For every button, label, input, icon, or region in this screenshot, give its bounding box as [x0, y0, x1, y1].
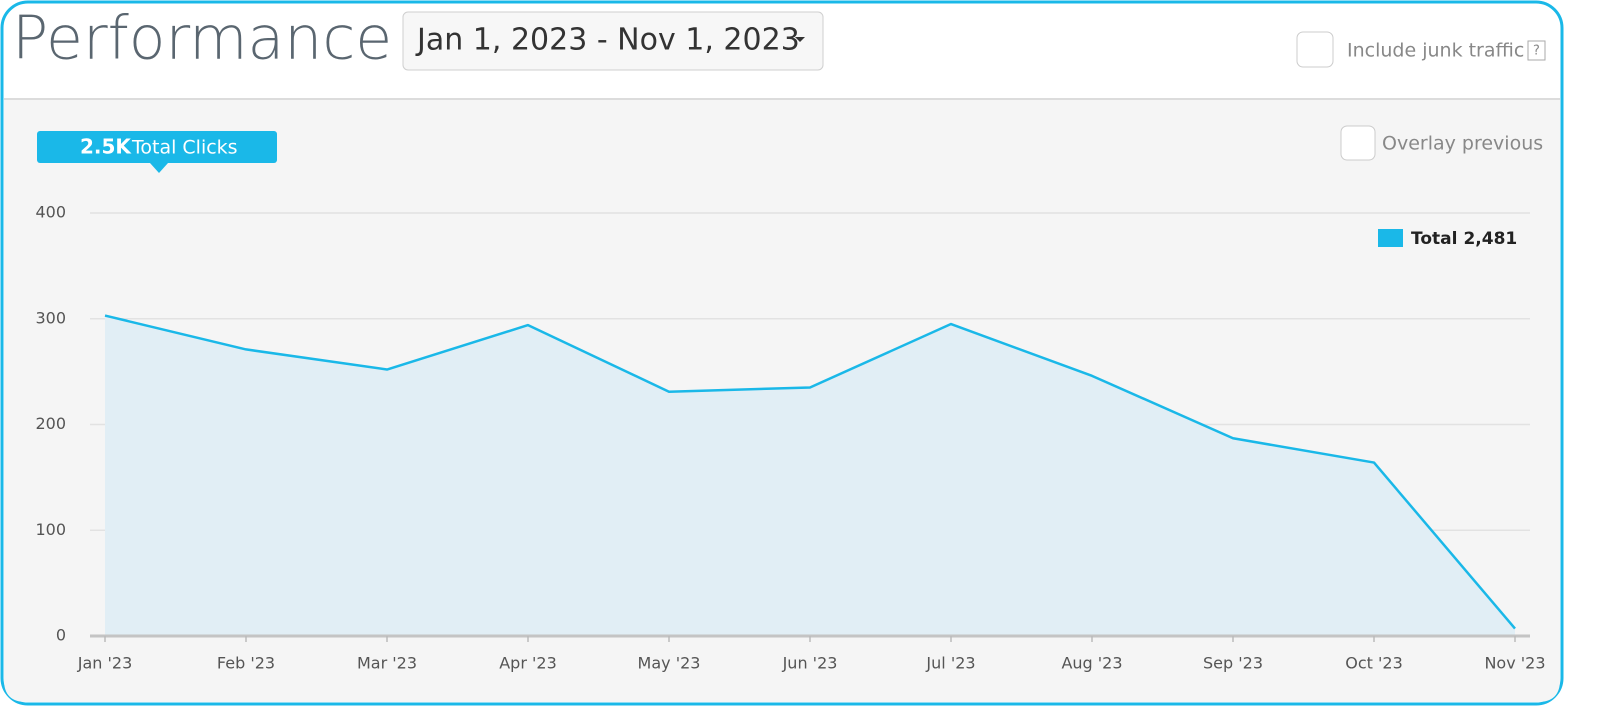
junk-checkbox[interactable] — [1296, 31, 1334, 68]
x-tick-label: Mar '23 — [357, 654, 417, 673]
x-tick-label: Jul '23 — [925, 654, 975, 673]
date-button[interactable] — [402, 11, 824, 71]
junk-label[interactable]: Include junk traffic — [1347, 40, 1524, 62]
y-tick-label: 400 — [35, 203, 66, 222]
badge-notch — [150, 163, 168, 173]
help-icon[interactable] — [1527, 40, 1546, 61]
x-tick-label: Oct '23 — [1345, 654, 1403, 673]
y-tick-label: 0 — [56, 626, 66, 645]
y-tick-label: 300 — [35, 308, 66, 327]
y-tick-label: 200 — [35, 414, 66, 433]
x-tick-label: Aug '23 — [1061, 654, 1122, 673]
overlay-checkbox[interactable] — [1340, 125, 1376, 161]
help-text[interactable]: ? — [1533, 44, 1540, 59]
x-tick-label: Apr '23 — [499, 654, 557, 673]
y-tick-label: 100 — [35, 520, 66, 539]
page-title: Performance — [12, 4, 392, 74]
date-range[interactable]: Jan 1, 2023 - Nov 1, 2023 — [415, 23, 800, 58]
area — [105, 315, 1515, 636]
plot: 0 100 200 300 400 Total 2,481 Jan '23 Feb '23 Mar… — [35, 203, 1545, 673]
legend-total: 2,481 — [1463, 229, 1517, 249]
legend-label: Total 2,481 — [1411, 229, 1517, 249]
x-tick-label: Jun '23 — [782, 654, 838, 673]
x-tick-label: Jan '23 — [77, 654, 133, 673]
summary-badge: 2.5K Total Clicks — [37, 131, 277, 173]
overlay-label[interactable]: Overlay previous — [1382, 133, 1543, 155]
line — [104, 314, 1516, 630]
legend-name: Total — [1411, 229, 1457, 249]
badge-bg — [37, 131, 277, 163]
caret — [795, 37, 805, 42]
x-tick-label: Sep '23 — [1203, 654, 1263, 673]
badge-value: 2.5K — [80, 135, 132, 159]
date-picker[interactable]: Jan 1, 2023 - Nov 1, 2023 — [402, 11, 824, 71]
x-tick-label: Feb '23 — [217, 654, 275, 673]
legend-swatch — [1378, 229, 1403, 247]
x-tick-label: May '23 — [638, 654, 701, 673]
badge-label: Total Clicks — [131, 137, 238, 159]
x-tick-label: Nov '23 — [1484, 654, 1545, 673]
